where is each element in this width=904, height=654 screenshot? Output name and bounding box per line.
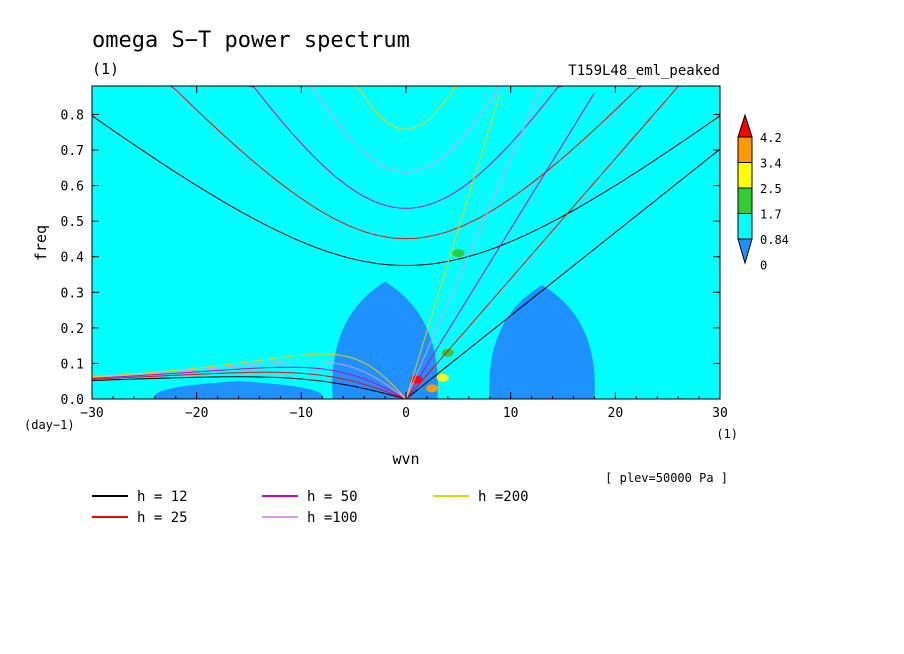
low-power-region [489,285,595,399]
y-tick-label: 0.1 [61,357,84,372]
rossby-curve [91,371,407,400]
colorbar-label: 1.7 [760,208,782,222]
legend-label: h =200 [478,489,529,505]
x-tick-label: 0 [402,406,410,421]
spectral-peak-layer [410,249,465,393]
legend-label: h =100 [307,510,358,526]
y-tick-label: 0.0 [61,393,84,408]
y-tick-label: 0.4 [61,251,85,266]
colorbar-label: 4.2 [760,131,782,145]
x-tick-label: −20 [185,406,208,421]
x-tick-label: 10 [503,406,519,421]
y-tick-label: 0.6 [61,180,84,195]
level-note: [ plev=50000 Pa ] [605,471,728,485]
rossby-curve [91,360,407,400]
rossby-curve [91,366,407,400]
gravity-curve [92,85,720,240]
spectral-peak [452,249,465,258]
y-tick-label: 0.7 [61,144,84,159]
y-axis-label: freq [32,225,50,261]
spectral-peak [426,384,439,393]
legend: h = 12 h = 25 h = 50 h =100 h =200 [92,489,529,526]
legend-label: h = 25 [137,510,188,526]
plot-area: −30 −20 −10 0 10 20 30 0.00.10.20.30.40.50.60.… [61,85,728,421]
colorbar-label: 3.4 [760,157,782,171]
kelvin-curve [405,86,543,400]
colorbar-swatch [737,187,753,214]
y-axis-ticks: 0.0 0.1 0.2 0.3 0.4 0.5 0.6 0.7 0.8 [61,108,720,408]
rossby-curve [91,353,407,400]
colorbar-swatch [737,238,753,265]
rossby-curve [91,376,407,400]
colorbar-label: 2.5 [760,182,782,196]
kelvin-curve [405,92,595,400]
colorbar: 0 0.84 1.7 2.5 3.4 4.2 [737,113,789,273]
colorbar-swatch [737,136,753,163]
x-tick-label: −30 [80,406,103,421]
y-tick-label: 0.3 [61,286,84,301]
colorbar-label: 0 [760,259,767,273]
x-unit-label: (1) [716,427,738,441]
colorbar-label: 0.84 [760,233,789,247]
kelvin-curve [405,86,679,400]
spectral-peak [436,373,449,382]
colorbar-swatch [737,162,753,189]
x-axis-ticks: −30 −20 −10 0 10 20 30 [80,86,728,421]
y-tick-label: 0.2 [61,322,84,337]
x-tick-label: −10 [290,406,313,421]
y-tick-label: 0.5 [61,215,84,230]
chart-title: omega S−T power spectrum [92,28,410,53]
legend-label: h = 50 [307,489,358,505]
y-tick-label: 0.8 [61,108,84,123]
gravity-curve [91,115,721,267]
kelvin-curve [405,148,721,400]
colorbar-swatch [737,213,753,240]
x-axis-label: wvn [392,450,419,468]
x-tick-label: 20 [608,406,624,421]
colorbar-swatch [737,113,753,138]
y-unit-label: (day−1) [24,418,75,432]
run-label: T159L48_eml_peaked [568,63,720,79]
chart-subtitle: (1) [92,60,119,78]
legend-label: h = 12 [137,489,188,505]
x-tick-label: 30 [712,406,728,421]
kelvin-curve [405,92,501,400]
